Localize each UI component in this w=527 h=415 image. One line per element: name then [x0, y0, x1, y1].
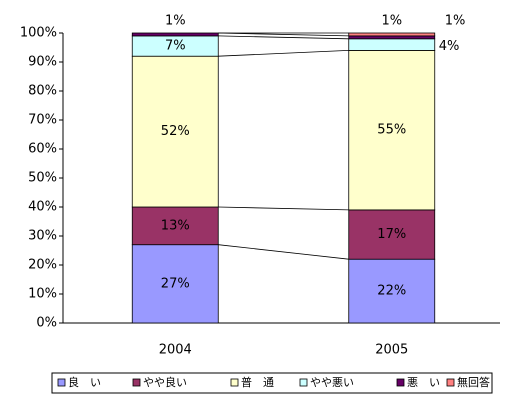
data-label: 4% — [439, 39, 460, 54]
series-line — [218, 50, 349, 57]
legend-label: 普 通 — [241, 375, 274, 389]
y-tick-label: 60% — [28, 142, 57, 157]
y-tick-label: 30% — [28, 229, 57, 244]
data-label: 1% — [445, 14, 466, 29]
data-label: 52% — [161, 124, 190, 139]
data-label: 7% — [165, 39, 186, 54]
bar-segment — [131, 55, 219, 208]
y-tick-label: 0% — [36, 316, 57, 331]
y-tick-label: 50% — [28, 171, 57, 186]
data-label: 13% — [161, 218, 190, 233]
data-label: 27% — [161, 276, 190, 291]
legend-swatch — [299, 378, 308, 387]
data-label: 17% — [377, 227, 406, 242]
data-label: 1% — [381, 14, 402, 29]
legend-label: 悪 い — [407, 376, 440, 389]
x-tick-label: 2004 — [159, 343, 192, 358]
legend-label: やや良い — [143, 375, 187, 389]
legend-swatch — [132, 378, 141, 387]
y-tick-label: 40% — [28, 200, 57, 215]
bar-segment — [348, 32, 436, 37]
data-label: 22% — [377, 284, 406, 299]
bar-segment — [348, 38, 436, 51]
data-label: 1% — [165, 14, 186, 29]
series-line — [218, 244, 349, 260]
series-line — [218, 32, 349, 37]
legend-label: 良 い — [68, 375, 101, 389]
legend-swatch — [57, 378, 66, 387]
legend-swatch — [446, 378, 455, 387]
bar-segment — [348, 35, 436, 40]
legend-swatch — [396, 378, 405, 387]
bar-segment — [131, 32, 219, 37]
bar-segment — [348, 50, 436, 211]
bar-segment — [348, 209, 436, 260]
legend-box — [51, 372, 493, 394]
data-label: 55% — [377, 123, 406, 138]
y-tick-label: 90% — [28, 55, 57, 70]
series-line — [218, 206, 349, 211]
y-tick-label: 100% — [20, 26, 57, 41]
legend-label: やや悪い — [310, 376, 354, 389]
y-tick-label: 80% — [28, 84, 57, 99]
bar-segment — [348, 258, 436, 324]
legend-label: 無回答 — [457, 375, 490, 389]
legend-swatch — [230, 378, 239, 387]
x-tick-label: 2005 — [375, 343, 408, 358]
series-line — [218, 35, 349, 40]
y-tick-label: 70% — [28, 113, 57, 128]
bar-segment — [131, 206, 219, 246]
bar-segment — [131, 244, 219, 324]
y-tick-label: 10% — [28, 287, 57, 302]
y-tick-label: 20% — [28, 258, 57, 273]
